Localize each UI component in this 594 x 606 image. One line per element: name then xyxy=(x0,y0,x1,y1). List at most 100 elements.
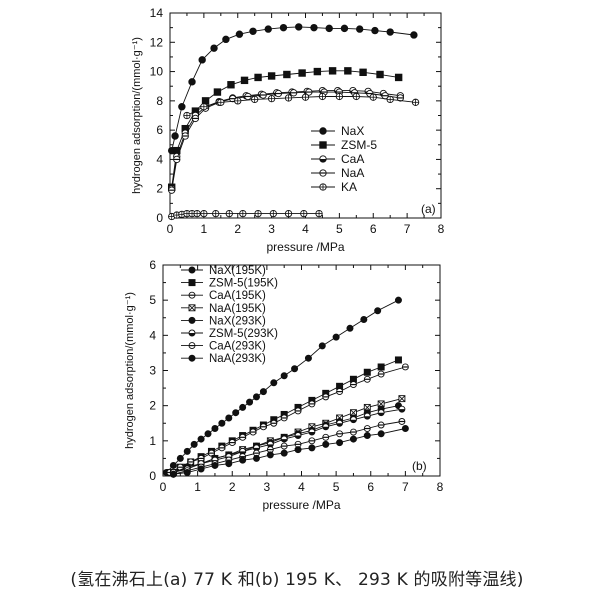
data-point xyxy=(289,89,298,97)
data-point xyxy=(291,365,299,373)
data-point xyxy=(377,363,385,371)
data-point xyxy=(346,324,354,332)
data-point xyxy=(176,454,184,462)
data-point xyxy=(308,400,316,408)
legend-marker xyxy=(319,169,327,177)
data-point xyxy=(294,446,302,454)
data-point xyxy=(377,370,385,378)
data-point xyxy=(344,67,352,75)
data-point xyxy=(191,114,200,123)
marker-bar xyxy=(188,304,196,312)
data-point xyxy=(359,68,367,77)
legend-label: CaA(195K) xyxy=(209,290,266,302)
data-point xyxy=(252,454,260,462)
data-point xyxy=(246,398,254,406)
marker-fill xyxy=(336,423,343,427)
data-point xyxy=(183,468,191,476)
y-tick-label: 4 xyxy=(149,328,156,342)
data-point xyxy=(401,425,409,433)
y-tick-label: 0 xyxy=(149,469,156,483)
legend-label: NaA(195K) xyxy=(209,303,266,315)
data-point xyxy=(269,209,277,218)
legend-label: NaA(293K) xyxy=(209,353,266,365)
marker-fill xyxy=(308,432,315,436)
legend-marker xyxy=(188,266,196,274)
data-point xyxy=(267,95,276,103)
x-axis-label: pressure /MPa xyxy=(266,240,344,254)
series-zsm-5 xyxy=(167,67,403,191)
data-point xyxy=(254,73,262,82)
data-point xyxy=(266,451,274,459)
data-point xyxy=(394,356,402,364)
data-point xyxy=(283,70,291,79)
series-nax-195k xyxy=(162,296,402,476)
data-point xyxy=(298,69,306,77)
marker-bar xyxy=(363,404,371,411)
data-point xyxy=(308,428,316,436)
x-tick-label: 3 xyxy=(268,222,275,236)
data-point xyxy=(322,433,330,441)
data-point xyxy=(294,407,302,415)
series-unlabeled-5 xyxy=(183,92,420,120)
data-point xyxy=(228,439,236,447)
data-point xyxy=(227,81,235,89)
data-point xyxy=(360,316,368,324)
data-point xyxy=(376,70,384,79)
x-tick-label: 2 xyxy=(234,222,241,236)
data-point xyxy=(304,354,312,362)
data-point xyxy=(398,405,406,413)
data-point xyxy=(349,381,357,389)
y-tick-label: 2 xyxy=(156,182,163,196)
data-point xyxy=(168,186,176,194)
data-point xyxy=(310,23,318,32)
x-tick-label: 0 xyxy=(167,222,174,236)
data-point xyxy=(171,132,179,140)
data-point xyxy=(313,67,322,76)
data-point xyxy=(200,103,208,111)
panel-label: (a) xyxy=(421,202,436,216)
data-point xyxy=(222,35,230,44)
data-point xyxy=(279,23,288,32)
data-point xyxy=(363,368,371,376)
data-point xyxy=(396,94,404,102)
data-point xyxy=(218,419,226,427)
data-point xyxy=(411,98,420,106)
data-point xyxy=(254,209,262,218)
legend-marker xyxy=(319,155,327,163)
data-point xyxy=(193,209,201,218)
data-point xyxy=(280,449,288,457)
x-tick-label: 6 xyxy=(370,222,377,236)
data-point xyxy=(259,388,267,396)
data-point xyxy=(394,73,403,82)
data-point xyxy=(239,433,247,441)
data-point xyxy=(284,209,293,218)
data-point xyxy=(352,92,360,101)
legend-marker xyxy=(188,354,196,362)
data-point xyxy=(244,92,252,101)
data-point xyxy=(183,447,191,455)
plot-frame xyxy=(169,12,442,219)
data-point xyxy=(204,430,212,438)
marker-fill xyxy=(189,333,195,336)
data-point xyxy=(318,342,326,350)
x-tick-label: 7 xyxy=(402,480,409,494)
data-point xyxy=(386,95,394,104)
x-tick-label: 5 xyxy=(333,480,340,494)
y-tick-label: 3 xyxy=(149,364,156,378)
x-tick-label: 6 xyxy=(367,480,374,494)
marker-bar xyxy=(350,409,357,417)
x-tick-label: 4 xyxy=(302,222,309,236)
data-point xyxy=(270,379,278,387)
data-point xyxy=(315,209,323,218)
x-tick-label: 5 xyxy=(336,222,343,236)
series-caa-293k xyxy=(169,418,406,478)
data-point xyxy=(322,423,330,431)
data-point xyxy=(336,430,344,438)
legend-label: ZSM-5(293K) xyxy=(209,328,278,340)
y-axis-label: hydrogen adsorption/(mmol·g⁻¹) xyxy=(131,37,143,194)
data-point xyxy=(225,460,233,468)
data-point xyxy=(332,333,340,341)
